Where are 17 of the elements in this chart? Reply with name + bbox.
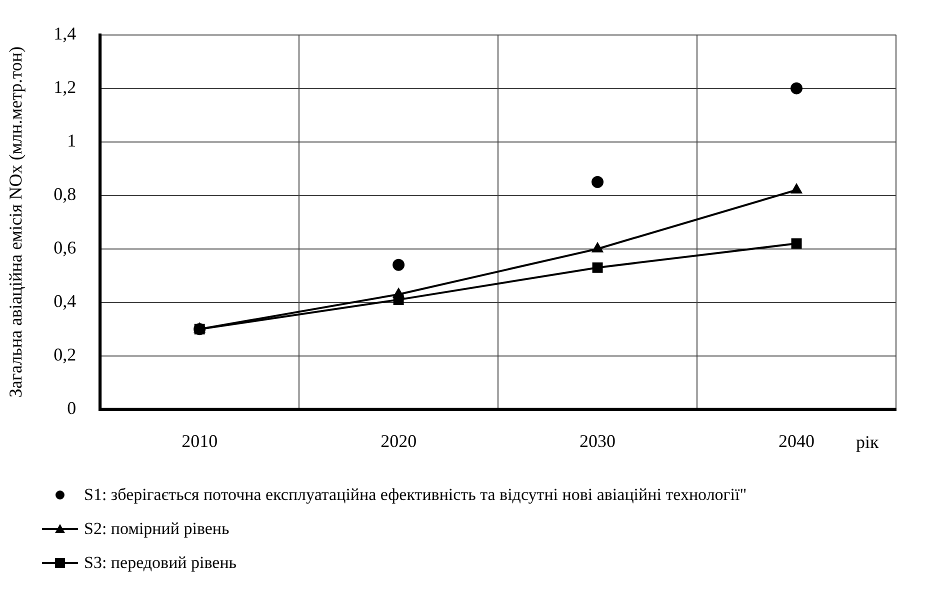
x-axis-title: рік (856, 432, 879, 452)
y-tick-label: 0,8 (54, 184, 76, 204)
y-tick-label: 1,4 (54, 24, 76, 44)
y-tick-label: 1 (67, 130, 76, 151)
x-tick-label: 2020 (380, 430, 417, 451)
x-tick-label: 2040 (778, 430, 815, 451)
y-tick-label: 0 (67, 398, 76, 418)
y-tick-label: 0,6 (54, 238, 76, 258)
legend-label: S1: зберігається поточна експлуатаційна ефективність та відсутні нові авіаційні технології" (84, 485, 747, 505)
y-tick-label: 0,2 (54, 344, 76, 365)
legend-label: S2: помірний рівень (84, 519, 230, 539)
legend-label: S3: передовий рівень (84, 553, 237, 573)
x-tick-label: 2010 (182, 430, 218, 451)
x-tick-label: 2030 (580, 430, 616, 451)
y-tick-label: 0,4 (54, 291, 76, 312)
y-axis-title: Загальна авіаційна емісія NOx (млн.метр.тон) (6, 46, 26, 398)
y-tick-label: 1,2 (54, 77, 76, 98)
